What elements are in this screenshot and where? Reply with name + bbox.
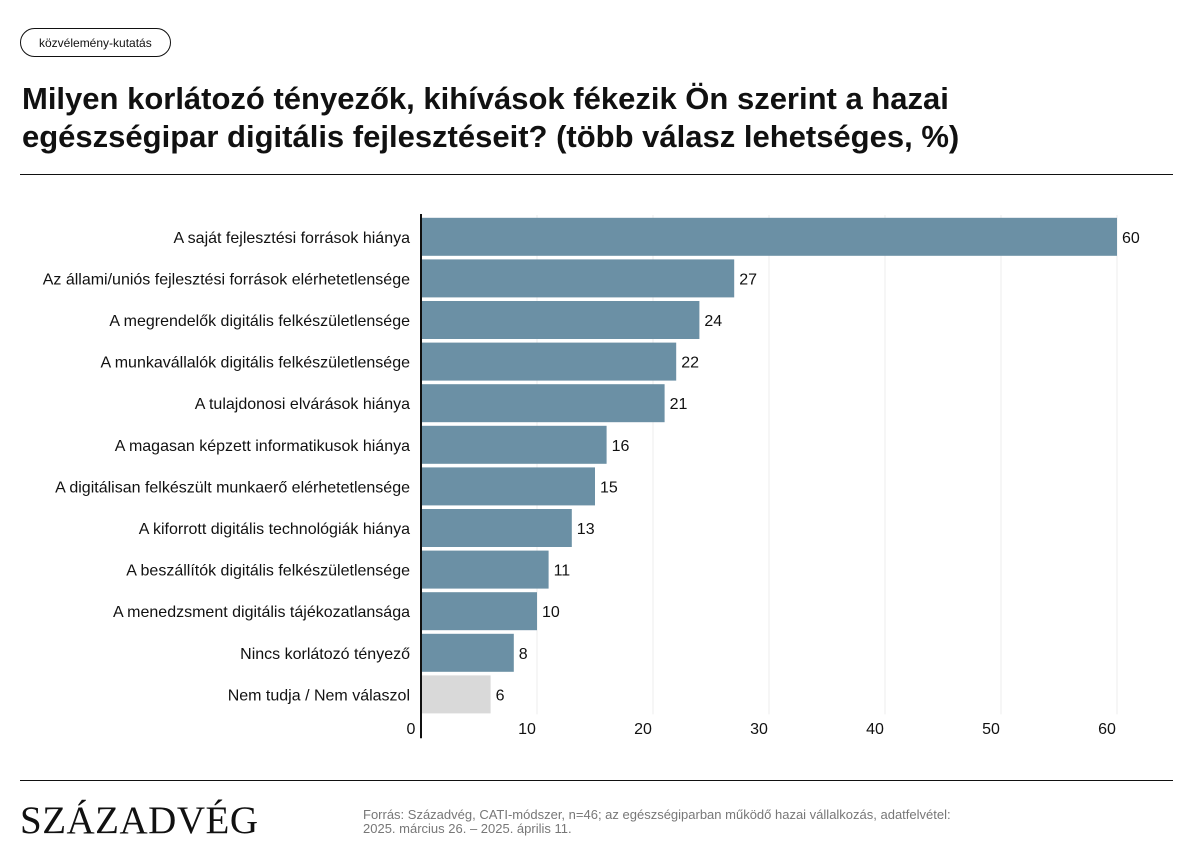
- source-line-2: 2025. március 26. – 2025. április 11.: [363, 821, 572, 836]
- bar-3: [421, 301, 700, 339]
- value-label-4: 22: [681, 355, 699, 372]
- bar-10: [421, 592, 537, 631]
- category-label-5: A tulajdonosi elvárások hiánya: [195, 396, 410, 413]
- chart-title: Milyen korlátozó tényezők, kihívások fék…: [22, 81, 960, 154]
- bar-11: [421, 633, 514, 672]
- x-tick-40: 40: [866, 721, 884, 738]
- value-label-7: 15: [600, 479, 618, 496]
- x-tick-30: 30: [750, 721, 768, 738]
- x-tick-50: 50: [982, 721, 1000, 738]
- value-label-10: 10: [542, 604, 560, 621]
- bar-4: [421, 342, 677, 381]
- category-label-10: A menedzsment digitális tájékozatlansága: [113, 604, 410, 621]
- footer-divider: [20, 780, 1173, 781]
- value-label-8: 13: [577, 521, 595, 538]
- value-label-1: 60: [1122, 230, 1140, 247]
- x-tick-20: 20: [634, 721, 652, 738]
- category-tag: közvélemény-kutatás: [20, 28, 171, 57]
- bar-7: [421, 467, 595, 506]
- source-line-1: Forrás: Századvég, CATI-módszer, n=46; a…: [363, 807, 951, 822]
- category-label-7: A digitálisan felkészült munkaerő elérhe…: [55, 479, 410, 496]
- category-label-12: Nem tudja / Nem válaszol: [228, 687, 410, 704]
- category-label-9: A beszállítók digitális felkészületlensé…: [126, 563, 410, 580]
- value-label-6: 16: [612, 438, 630, 455]
- bar-8: [421, 509, 572, 547]
- brand-logo: SZÁZADVÉG: [20, 799, 259, 842]
- bar-5: [421, 384, 665, 423]
- category-label-4: A munkavállalók digitális felkészületlen…: [100, 355, 410, 372]
- source-note: Forrás: Századvég, CATI-módszer, n=46; a…: [363, 808, 1083, 836]
- title-divider: [20, 174, 1173, 175]
- category-label-2: Az állami/uniós fejlesztési források elé…: [43, 271, 410, 288]
- category-label-6: A magasan képzett informatikusok hiánya: [115, 438, 410, 455]
- value-label-3: 24: [704, 313, 722, 330]
- value-label-9: 11: [554, 563, 571, 580]
- value-label-11: 8: [519, 646, 528, 663]
- x-tick-10: 10: [518, 721, 536, 738]
- category-label-3: A megrendelők digitális felkészületlensé…: [109, 313, 410, 330]
- category-label-11: Nincs korlátozó tényező: [240, 646, 410, 663]
- category-label-1: A saját fejlesztési források hiánya: [173, 230, 410, 247]
- value-label-12: 6: [496, 687, 505, 704]
- category-label-8: A kiforrott digitális technológiák hiány…: [139, 521, 410, 538]
- bar-1: [421, 217, 1117, 256]
- x-tick-60: 60: [1098, 721, 1116, 738]
- bar-9: [421, 550, 549, 589]
- bar-12: [421, 675, 491, 714]
- bar-6: [421, 425, 607, 464]
- bar-2: [421, 259, 735, 298]
- bar-chart: A saját fejlesztési források hiánya 60Az …: [43, 214, 1140, 739]
- value-label-5: 21: [670, 396, 688, 413]
- x-tick-0: 0: [407, 721, 416, 738]
- value-label-2: 27: [739, 271, 757, 288]
